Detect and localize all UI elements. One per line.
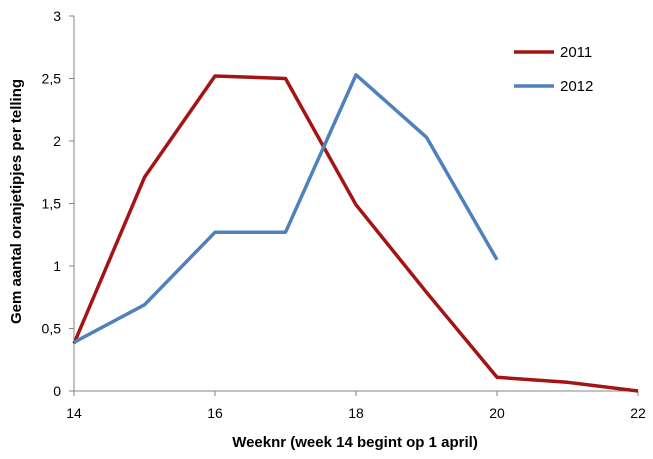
x-ticks: 14 16 18 20 22 (66, 391, 646, 421)
y-tick-label: 1 (53, 258, 61, 274)
series-line-2012 (73, 73, 499, 344)
legend: 2011 2012 (514, 44, 593, 95)
y-tick-label: 0 (53, 383, 61, 399)
legend-label-2011: 2011 (560, 44, 592, 61)
y-tick-label: 1,5 (42, 196, 62, 212)
x-tick-label: 18 (348, 405, 364, 421)
legend-label-2012: 2012 (560, 78, 593, 95)
x-tick-label: 22 (630, 405, 646, 421)
x-axis-title: Weeknr (week 14 begint op 1 april) (232, 434, 478, 451)
y-tick-label: 3 (53, 8, 61, 24)
x-tick-label: 16 (207, 405, 223, 421)
y-axis-title: Gem aantal oranjetipjes per telling (8, 79, 25, 324)
y-ticks: 0 0,5 1 1,5 2 2,5 3 (42, 8, 74, 399)
y-tick-label: 2 (53, 133, 61, 149)
series-line-2011 (72, 74, 639, 393)
x-tick-label: 14 (66, 405, 82, 421)
y-tick-label: 2,5 (42, 71, 62, 87)
series-layer (72, 73, 639, 393)
x-tick-label: 20 (489, 405, 505, 421)
y-tick-label: 0,5 (42, 321, 62, 337)
